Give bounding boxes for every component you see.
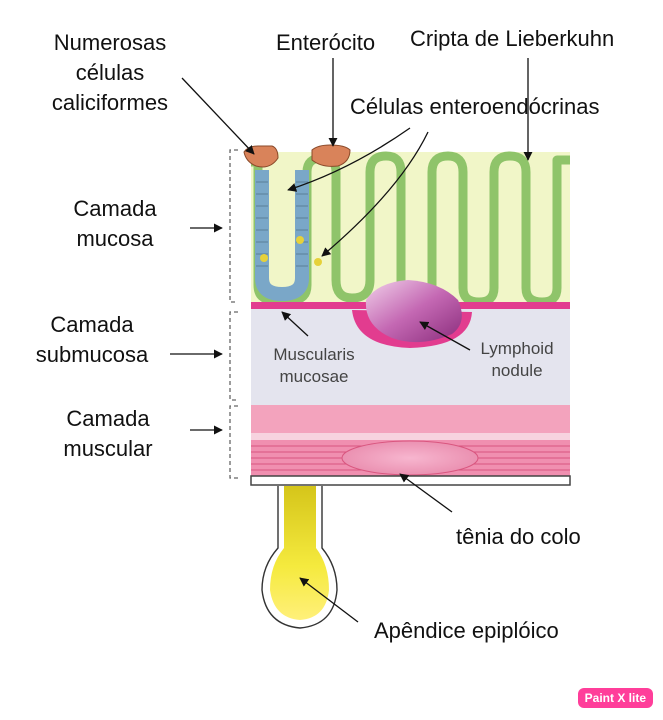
layer-brackets [229,149,238,479]
lymphoid-nodule-line2: nodule [491,361,543,380]
goblet-cells-right [311,144,351,167]
enteroendocrine-arrow-2 [321,131,429,257]
muscular-label-line1: Camada [66,406,150,431]
goblet-cells-label-line1: Numerosas [53,30,167,55]
goblet-cells-label-line2: células [75,60,145,85]
lymphoid-nodule-line1: Lymphoid [480,339,554,358]
mucosa-label-line2: mucosa [76,226,154,251]
tenia-arrow [399,473,453,513]
enteroendocrine-label: Células enteroendócrinas [350,94,600,119]
goblet-cells-label: Numerosas células caliciformes [40,28,180,118]
appendix-epiploica-outline [261,486,338,629]
enteroendocrine-arrow-1 [287,127,411,192]
appendix-arrow [299,577,359,623]
crypt-label: Cripta de Lieberkuhn [410,26,615,51]
leader-lines [170,58,533,623]
lymphoid-arrow [419,321,471,351]
muscularis-mucosae-label: Muscularis mucosae [254,344,374,388]
enterocyte-label: Enterócito [276,30,376,55]
mucosa-label: Camada mucosa [60,194,170,254]
first-crypt [255,170,322,302]
watermark-badge: Paint X lite [577,688,653,708]
muscular-label-line2: muscular [63,436,153,461]
muscularis-mucosae-arrow [281,311,309,337]
lymphoid-nodule [365,280,462,343]
tenia-label: tênia do colo [456,524,581,549]
lymphoid-nodule-label: Lymphoid nodule [462,338,572,382]
mucosa-label-line1: Camada [73,196,157,221]
appendix-epiploica [270,486,329,620]
muscularis-mucosae-line1: Muscularis [273,345,355,364]
serosa-layer [250,475,571,486]
goblet-cells-label-line3: caliciformes [51,90,169,115]
muscle-gap [251,433,570,440]
muscular-label: Camada muscular [48,404,168,464]
submucosa-label-line1: Camada [50,312,134,337]
muscle-band-1 [251,405,570,433]
appendix-label: Apêndice epiplóico [374,618,559,643]
submucosa-label: Camada submucosa [22,310,162,370]
submucosa-label-line2: submucosa [35,342,149,367]
goblet-arrow [181,77,255,155]
muscularis-mucosae-line2: mucosae [279,367,349,386]
tenia-coli-band [341,440,479,476]
